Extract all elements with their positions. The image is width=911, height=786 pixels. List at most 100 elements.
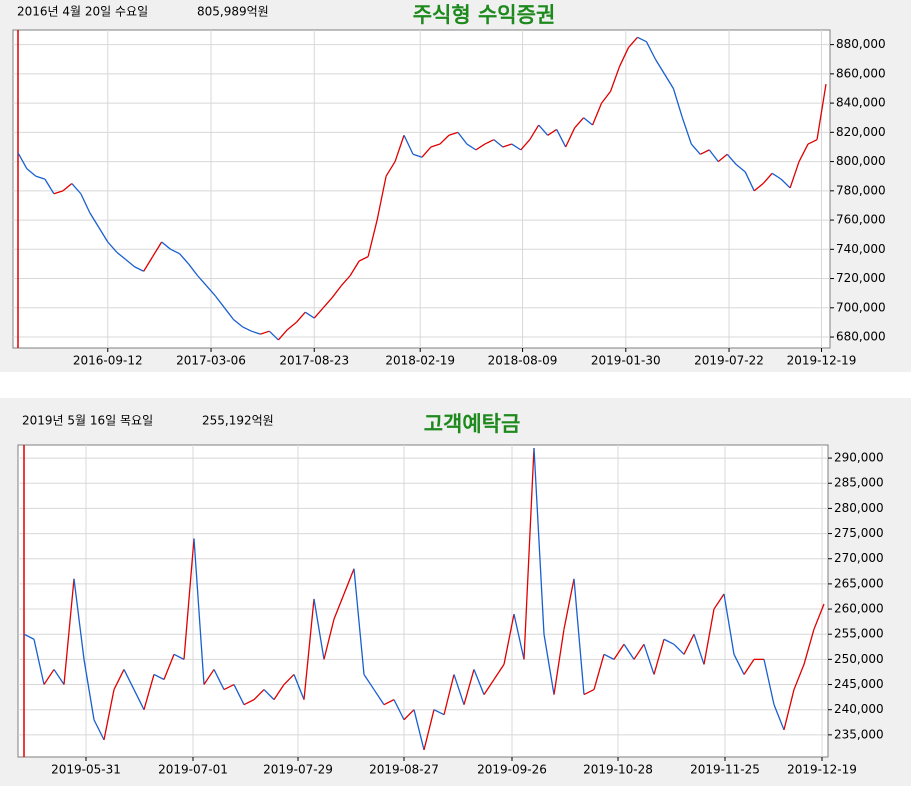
line-segment: [183, 538, 195, 660]
line-segment: [260, 330, 270, 335]
line-segment: [723, 593, 735, 655]
line-segment: [23, 633, 35, 640]
line-segment: [197, 275, 208, 287]
line-segment: [672, 88, 683, 118]
line-segment: [161, 241, 172, 250]
line-segment: [726, 153, 737, 165]
line-segment: [188, 263, 199, 277]
x-tick-label: 2018-02-19: [385, 354, 455, 368]
cursor-value: 255,192억원: [202, 414, 274, 428]
line-segment: [313, 307, 324, 319]
y-tick-label: 260,000: [834, 602, 884, 616]
line-segment: [511, 143, 522, 151]
line-segment: [17, 152, 28, 170]
line-segment: [453, 674, 465, 705]
x-tick-label: 2019-05-31: [51, 763, 121, 777]
line-segment: [143, 256, 154, 272]
line-segment: [713, 593, 725, 610]
line-segment: [643, 644, 655, 675]
y-tick-label: 280,000: [834, 501, 884, 515]
line-segment: [583, 117, 593, 126]
line-segment: [430, 143, 441, 148]
line-segment: [251, 330, 261, 335]
line-segment: [744, 171, 755, 192]
line-segment: [533, 447, 545, 635]
line-segment: [700, 149, 710, 155]
line-segment: [116, 251, 127, 261]
line-segment: [484, 139, 495, 145]
line-segment: [574, 117, 585, 129]
line-segment: [583, 688, 595, 696]
y-tick-label: 840,000: [836, 96, 886, 110]
line-segment: [323, 618, 335, 660]
line-segment: [628, 36, 638, 48]
line-segment: [703, 608, 715, 665]
line-segment: [543, 634, 555, 695]
line-segment: [547, 128, 558, 136]
line-segment: [807, 139, 818, 145]
x-tick-label: 2019-01-30: [591, 354, 661, 368]
line-segment: [483, 679, 495, 695]
line-segment: [253, 689, 265, 701]
line-segment: [134, 266, 144, 272]
line-segment: [653, 639, 665, 675]
line-segment: [293, 674, 305, 700]
line-segment: [523, 447, 535, 660]
y-tick-label: 860,000: [836, 66, 886, 80]
line-segment: [107, 241, 118, 253]
line-segment: [663, 73, 674, 89]
line-segment: [73, 578, 85, 660]
line-segment: [663, 638, 675, 645]
line-segment: [423, 709, 435, 751]
line-segment: [798, 143, 809, 162]
y-tick-label: 740,000: [836, 242, 886, 256]
line-segment: [443, 674, 455, 715]
line-segment: [304, 311, 315, 319]
line-segment: [214, 295, 226, 309]
plot-area: [12, 29, 831, 349]
line-segment: [349, 260, 360, 276]
line-segment: [313, 598, 325, 660]
line-segment: [179, 253, 190, 265]
line-segment: [268, 330, 279, 341]
line-segment: [529, 124, 540, 140]
line-segment: [693, 634, 705, 665]
line-segment: [591, 102, 603, 126]
chart-title: 주식형 수익증권: [413, 3, 556, 27]
line-segment: [673, 643, 685, 655]
line-segment: [243, 699, 255, 706]
line-segment: [708, 149, 719, 162]
y-tick-label: 265,000: [834, 576, 884, 590]
line-segment: [383, 699, 395, 706]
line-segment: [322, 297, 333, 309]
line-segment: [683, 633, 695, 655]
line-segment: [816, 83, 827, 140]
line-segment: [152, 241, 163, 257]
y-tick-label: 250,000: [834, 652, 884, 666]
line-segment: [763, 659, 775, 705]
x-tick-label: 2018-08-09: [488, 354, 558, 368]
line-segment: [780, 178, 791, 189]
x-tick-label: 2019-12-19: [787, 763, 857, 777]
line-segment: [513, 613, 525, 660]
cursor-value: 805,989억원: [197, 5, 269, 19]
line-segment: [565, 127, 576, 148]
line-segment: [393, 699, 405, 721]
y-tick-label: 275,000: [834, 526, 884, 540]
line-segment: [609, 66, 621, 92]
line-segment: [53, 669, 65, 685]
line-segment: [89, 212, 100, 228]
x-tick-label: 2019-12-19: [787, 354, 857, 368]
line-segment: [743, 659, 755, 675]
line-segment: [62, 183, 73, 192]
x-tick-label: 2019-07-22: [694, 354, 764, 368]
line-segment: [343, 568, 355, 595]
line-segment: [206, 285, 216, 297]
line-segment: [358, 256, 369, 262]
y-tick-label: 800,000: [836, 154, 886, 168]
line-segment: [233, 684, 245, 705]
cursor-date: 2016년 4월 20일 수요일: [17, 5, 148, 19]
line-segment: [793, 664, 805, 690]
line-segment: [153, 673, 165, 681]
line-segment: [573, 578, 585, 695]
